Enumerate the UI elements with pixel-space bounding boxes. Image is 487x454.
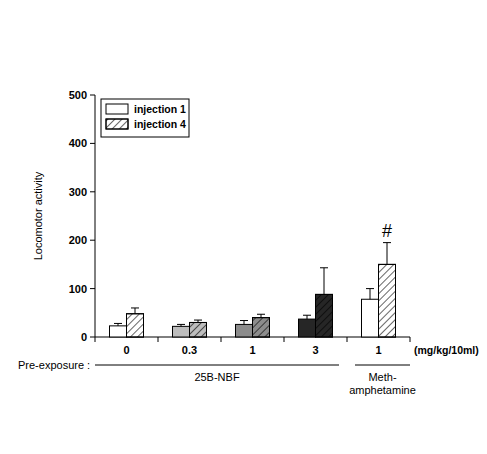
bar-hatch — [379, 264, 396, 337]
y-tick-label: 400 — [69, 137, 87, 149]
group-line — [355, 365, 410, 366]
x-tick — [158, 337, 159, 342]
bar — [236, 324, 253, 337]
error-cap — [240, 320, 248, 321]
y-tick — [90, 337, 95, 338]
x-tick-label: 0.3 — [182, 344, 197, 356]
bar — [379, 264, 396, 337]
y-tick — [90, 240, 95, 241]
error-cap — [366, 288, 374, 289]
legend-swatch — [106, 119, 128, 129]
x-axis-label: Pre-exposure : — [18, 359, 90, 371]
legend-box — [101, 99, 189, 137]
y-tick — [90, 95, 95, 96]
error-bar — [135, 308, 136, 314]
bar — [190, 322, 207, 337]
y-tick — [90, 191, 95, 192]
unit-label: (mg/kg/10ml) — [414, 344, 479, 356]
bar — [127, 314, 144, 337]
error-cap — [303, 315, 311, 316]
error-cap — [114, 323, 122, 324]
y-axis — [95, 95, 96, 337]
x-tick — [284, 337, 285, 342]
error-bar — [370, 289, 371, 300]
y-axis-label: Locomotor activity — [32, 171, 44, 260]
legend-swatch — [106, 104, 128, 114]
legend-swatch-hatch — [106, 119, 128, 129]
legend-label: injection 4 — [134, 118, 186, 130]
y-tick — [90, 143, 95, 144]
error-bar — [307, 315, 308, 319]
bar-hatch — [316, 294, 333, 337]
group-label: amphetamine — [349, 384, 416, 396]
group-label: Meth- — [368, 371, 396, 383]
bar-hatch — [190, 322, 207, 337]
bar — [316, 294, 333, 337]
y-tick-label: 300 — [69, 186, 87, 198]
legend-label: injection 1 — [134, 103, 186, 115]
error-bar — [387, 243, 388, 265]
group-label: 25B-NBF — [194, 371, 240, 383]
error-bar — [261, 314, 262, 317]
x-tick-label: 3 — [312, 344, 318, 356]
error-cap — [383, 242, 391, 243]
bar — [110, 326, 127, 337]
y-tick-label: 0 — [81, 331, 87, 343]
y-tick-label: 500 — [69, 89, 87, 101]
bar-hatch — [127, 314, 144, 337]
error-cap — [177, 324, 185, 325]
bar — [173, 326, 190, 337]
bar — [362, 299, 379, 337]
x-tick — [221, 337, 222, 342]
error-bar — [324, 268, 325, 295]
error-bar — [244, 321, 245, 325]
bar — [299, 319, 316, 337]
x-tick-label: 1 — [375, 344, 381, 356]
error-cap — [194, 320, 202, 321]
error-cap — [257, 314, 265, 315]
x-tick-label: 1 — [249, 344, 255, 356]
x-tick — [410, 337, 411, 342]
chart: 0 100 200 300 400 500 Locomotor activity 0 0.3 1 3… — [0, 0, 487, 454]
bar — [253, 318, 270, 337]
x-tick — [95, 337, 96, 342]
annotation: # — [382, 221, 392, 241]
x-tick — [347, 337, 348, 342]
bar-hatch — [253, 318, 270, 337]
x-tick-label: 0 — [123, 344, 129, 356]
group-line — [95, 365, 339, 366]
y-tick — [90, 288, 95, 289]
y-tick-label: 200 — [69, 234, 87, 246]
y-tick-label: 100 — [69, 283, 87, 295]
error-cap — [320, 267, 328, 268]
error-cap — [131, 307, 139, 308]
